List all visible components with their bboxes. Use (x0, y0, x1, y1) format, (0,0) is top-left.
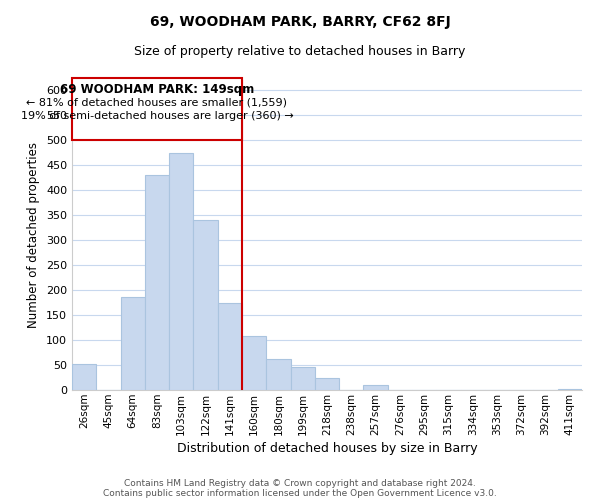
Bar (218, 302, 242, 390)
Bar (121, 296, 145, 390)
Text: 69, WOODHAM PARK, BARRY, CF62 8FJ: 69, WOODHAM PARK, BARRY, CF62 8FJ (149, 15, 451, 29)
FancyBboxPatch shape (72, 78, 242, 140)
Bar (364, 384, 388, 390)
Y-axis label: Number of detached properties: Number of detached properties (28, 142, 40, 328)
Text: 19% of semi-detached houses are larger (360) →: 19% of semi-detached houses are larger (… (20, 111, 293, 121)
X-axis label: Distribution of detached houses by size in Barry: Distribution of detached houses by size … (176, 442, 478, 455)
Bar (72, 364, 96, 390)
Bar (558, 388, 582, 390)
Text: Contains public sector information licensed under the Open Government Licence v3: Contains public sector information licen… (103, 488, 497, 498)
Text: Contains HM Land Registry data © Crown copyright and database right 2024.: Contains HM Land Registry data © Crown c… (124, 478, 476, 488)
Bar (242, 336, 266, 390)
Text: 69 WOODHAM PARK: 149sqm: 69 WOODHAM PARK: 149sqm (60, 83, 254, 96)
Text: Size of property relative to detached houses in Barry: Size of property relative to detached ho… (134, 45, 466, 58)
Bar (193, 220, 218, 390)
Bar (266, 359, 290, 390)
Bar (169, 152, 193, 390)
Bar (145, 175, 169, 390)
Bar (315, 378, 339, 390)
Text: ← 81% of detached houses are smaller (1,559): ← 81% of detached houses are smaller (1,… (26, 98, 287, 108)
Bar (290, 367, 315, 390)
